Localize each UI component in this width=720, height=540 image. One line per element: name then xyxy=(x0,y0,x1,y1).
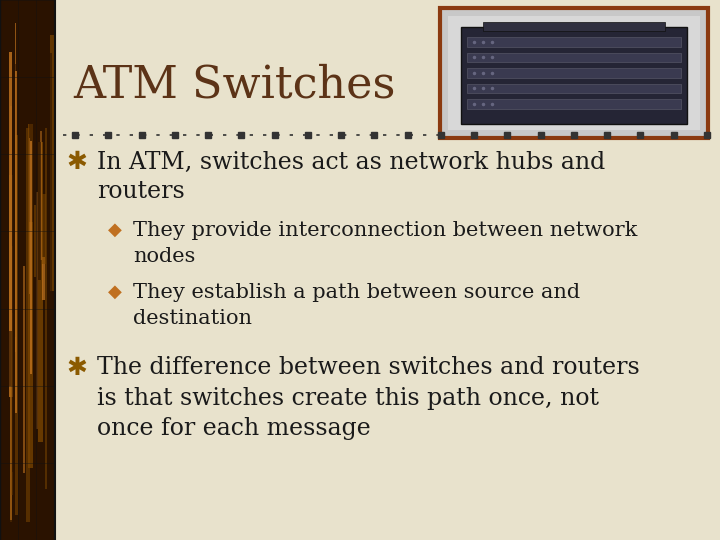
Bar xyxy=(10,106,12,521)
Text: is that switches create this path once, not: is that switches create this path once, … xyxy=(97,387,599,409)
Bar xyxy=(6,242,9,366)
Text: ATM Switches: ATM Switches xyxy=(73,63,395,106)
Bar xyxy=(42,257,45,300)
Bar xyxy=(36,192,37,429)
Bar xyxy=(23,266,25,473)
Bar xyxy=(15,136,18,515)
Bar xyxy=(483,22,665,31)
Bar xyxy=(15,64,17,337)
Text: They provide interconnection between network: They provide interconnection between net… xyxy=(133,220,637,240)
Bar xyxy=(14,23,16,352)
Text: The difference between switches and routers: The difference between switches and rout… xyxy=(97,356,640,380)
Bar xyxy=(24,224,28,252)
Bar xyxy=(29,138,30,294)
Bar xyxy=(448,16,700,130)
Bar xyxy=(9,176,14,396)
Text: They establish a path between source and: They establish a path between source and xyxy=(133,282,580,301)
Bar xyxy=(38,141,42,442)
Bar xyxy=(5,211,9,358)
Bar xyxy=(20,226,22,465)
Bar xyxy=(467,99,680,109)
Text: ✱: ✱ xyxy=(66,150,88,174)
Text: ◆: ◆ xyxy=(108,221,122,239)
Bar xyxy=(467,37,680,47)
Bar xyxy=(16,218,17,231)
Bar xyxy=(42,103,45,238)
Text: ✱: ✱ xyxy=(66,356,88,380)
Bar xyxy=(440,8,708,138)
Bar xyxy=(48,53,52,359)
Text: routers: routers xyxy=(97,180,185,204)
Bar xyxy=(12,129,13,472)
Bar xyxy=(33,177,36,300)
Bar xyxy=(48,8,50,434)
Bar xyxy=(37,142,41,280)
Bar xyxy=(11,246,14,495)
Bar xyxy=(9,52,12,331)
Bar xyxy=(1,224,4,516)
Bar xyxy=(461,28,688,124)
Bar xyxy=(40,131,42,260)
Bar xyxy=(50,35,53,291)
Bar xyxy=(30,113,33,222)
Bar xyxy=(12,3,14,313)
Bar xyxy=(24,95,27,429)
Bar xyxy=(10,213,13,520)
Text: destination: destination xyxy=(133,308,252,327)
Bar xyxy=(467,84,680,93)
Bar xyxy=(28,124,32,468)
Bar xyxy=(34,206,36,277)
Text: nodes: nodes xyxy=(133,246,195,266)
Text: In ATM, switches act as network hubs and: In ATM, switches act as network hubs and xyxy=(97,151,606,173)
Bar xyxy=(26,128,30,522)
Text: ◆: ◆ xyxy=(108,283,122,301)
Bar xyxy=(467,52,680,62)
Bar xyxy=(11,27,14,373)
Bar xyxy=(0,0,55,540)
Bar xyxy=(9,6,12,386)
Text: once for each message: once for each message xyxy=(97,416,371,440)
Bar xyxy=(15,71,17,414)
Bar xyxy=(467,68,680,78)
Bar xyxy=(45,127,47,489)
Bar xyxy=(42,194,46,264)
Bar xyxy=(30,141,32,374)
Bar xyxy=(9,106,12,522)
